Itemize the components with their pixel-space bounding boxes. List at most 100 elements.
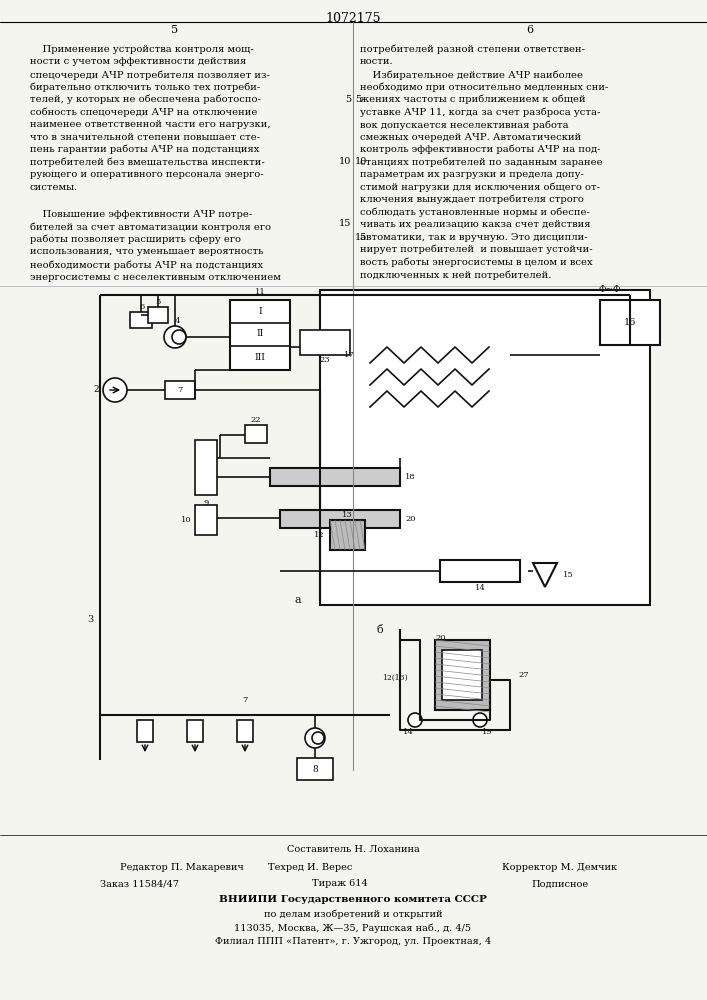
Text: контроль эффективности работы АЧР на под-: контроль эффективности работы АЧР на под… [360, 145, 600, 154]
Text: 2: 2 [93, 385, 99, 394]
Text: 5: 5 [171, 25, 179, 35]
Text: 6: 6 [139, 303, 145, 311]
Text: 8: 8 [312, 764, 318, 774]
Text: Повышение эффективности АЧР потре-: Повышение эффективности АЧР потре- [30, 210, 252, 219]
Text: 27: 27 [518, 671, 529, 679]
Text: 11: 11 [255, 288, 265, 296]
Bar [320, 290, 650, 605]
Text: 23: 23 [320, 356, 330, 364]
Text: ности с учетом эффективности действия: ности с учетом эффективности действия [30, 57, 246, 66]
Text: чивать их реализацию какза счет действия: чивать их реализацию какза счет действия [360, 220, 590, 229]
Text: вость работы энергосистемы в целом и всех: вость работы энергосистемы в целом и все… [360, 257, 592, 267]
Text: 7: 7 [243, 696, 247, 704]
Bar [245, 425, 267, 443]
Bar [195, 505, 217, 535]
Text: ВНИИПИ Государственного комитета СССР: ВНИИПИ Государственного комитета СССР [219, 896, 487, 904]
Text: 5: 5 [355, 95, 361, 104]
Text: Тираж 614: Тираж 614 [312, 880, 368, 888]
Bar [195, 440, 217, 495]
Text: 22: 22 [251, 416, 262, 424]
Text: II: II [257, 330, 264, 338]
Bar [300, 330, 350, 355]
Text: что в значительной степени повышает сте-: что в значительной степени повышает сте- [30, 132, 260, 141]
Text: соблюдать установленные нормы и обеспе-: соблюдать установленные нормы и обеспе- [360, 208, 590, 217]
Text: 10: 10 [355, 157, 368, 166]
Circle shape [172, 330, 186, 344]
Text: необходимости работы АЧР на подстанциях: необходимости работы АЧР на подстанциях [30, 260, 263, 269]
Text: системы.: системы. [30, 182, 78, 192]
Bar [600, 300, 660, 345]
Text: собность спецочереди АЧР на отключение: собность спецочереди АЧР на отключение [30, 107, 257, 117]
Bar [165, 381, 195, 399]
Text: необходимо при относительно медленных сни-: необходимо при относительно медленных сн… [360, 83, 609, 92]
Text: 16: 16 [624, 318, 636, 327]
Bar [130, 312, 152, 328]
Text: пень гарантии работы АЧР на подстанциях: пень гарантии работы АЧР на подстанциях [30, 145, 259, 154]
Text: 5: 5 [345, 95, 351, 104]
Bar [330, 520, 365, 550]
Text: Составитель Н. Лоханина: Составитель Н. Лоханина [286, 846, 419, 854]
Text: 12: 12 [315, 531, 325, 539]
Text: 18: 18 [405, 473, 416, 481]
Text: 9: 9 [204, 499, 209, 507]
Circle shape [103, 378, 127, 402]
Bar [435, 640, 490, 710]
Bar [280, 510, 400, 528]
Bar [442, 650, 482, 700]
Text: 5: 5 [156, 298, 160, 306]
Bar [187, 720, 203, 742]
Text: стимой нагрузки для исключения общего от-: стимой нагрузки для исключения общего от… [360, 182, 600, 192]
Text: подключенных к ней потребителей.: подключенных к ней потребителей. [360, 270, 551, 279]
Polygon shape [533, 563, 557, 587]
Text: 17: 17 [344, 351, 355, 359]
Text: Техред И. Верес: Техред И. Верес [268, 863, 352, 872]
Text: 15: 15 [563, 571, 574, 579]
Circle shape [312, 732, 324, 744]
Circle shape [473, 713, 487, 727]
Text: а: а [295, 595, 302, 605]
Text: смежных очередей АЧР. Автоматический: смежных очередей АЧР. Автоматический [360, 132, 581, 141]
Text: бителей за счет автоматизации контроля его: бителей за счет автоматизации контроля е… [30, 223, 271, 232]
Text: спецочереди АЧР потребителя позволяет из-: спецочереди АЧР потребителя позволяет из… [30, 70, 270, 80]
Text: 10: 10 [182, 516, 192, 524]
Text: Заказ 11584/47: Заказ 11584/47 [100, 880, 179, 888]
Text: 6: 6 [527, 25, 534, 35]
Text: 19: 19 [481, 728, 492, 736]
Text: вок допускается неселективная работа: вок допускается неселективная работа [360, 120, 568, 129]
Bar [148, 307, 168, 323]
Text: III: III [255, 354, 265, 362]
Bar [230, 300, 290, 370]
Text: уставке АЧР 11, когда за счет разброса уста-: уставке АЧР 11, когда за счет разброса у… [360, 107, 600, 117]
Text: использования, что уменьшает вероятность: использования, что уменьшает вероятность [30, 247, 264, 256]
Text: 14: 14 [402, 728, 414, 736]
Text: 4: 4 [174, 317, 180, 325]
Text: нирует потребителей  и повышает устойчи-: нирует потребителей и повышает устойчи- [360, 245, 592, 254]
Text: ности.: ности. [360, 57, 394, 66]
Text: 20: 20 [405, 515, 416, 523]
Text: 113035, Москва, Ж—35, Раушская наб., д. 4/5: 113035, Москва, Ж—35, Раушская наб., д. … [235, 923, 472, 933]
Bar [440, 560, 520, 582]
Circle shape [408, 713, 422, 727]
Text: 10: 10 [339, 157, 351, 166]
Text: ключения вынуждает потребителя строго: ключения вынуждает потребителя строго [360, 195, 584, 205]
Text: б: б [377, 625, 383, 635]
Text: Подписное: Подписное [532, 880, 588, 888]
Text: энергосистемы с неселективным отключением: энергосистемы с неселективным отключение… [30, 272, 281, 282]
Text: I: I [258, 306, 262, 316]
Text: автоматики, так и вручную. Это дисципли-: автоматики, так и вручную. Это дисципли- [360, 232, 588, 241]
Text: 14: 14 [474, 584, 486, 592]
Text: Филиал ППП «Патент», г. Ужгород, ул. Проектная, 4: Филиал ППП «Патент», г. Ужгород, ул. Про… [215, 938, 491, 946]
Text: станциях потребителей по заданным заранее: станциях потребителей по заданным заране… [360, 157, 602, 167]
Text: потребителей разной степени ответствен-: потребителей разной степени ответствен- [360, 45, 585, 54]
Text: Применение устройства контроля мощ-: Применение устройства контроля мощ- [30, 45, 254, 54]
Bar [137, 720, 153, 742]
Text: 20: 20 [435, 634, 445, 642]
Text: Редактор П. Макаревич: Редактор П. Макаревич [120, 863, 244, 872]
Text: работы позволяет расширить сферу его: работы позволяет расширить сферу его [30, 235, 241, 244]
Text: телей, у которых не обеспечена работоспо-: телей, у которых не обеспечена работоспо… [30, 95, 261, 104]
Circle shape [164, 326, 186, 348]
Text: жениях частоты с приближением к общей: жениях частоты с приближением к общей [360, 95, 585, 104]
Text: 3: 3 [87, 615, 93, 624]
Bar [237, 720, 253, 742]
Circle shape [305, 728, 325, 748]
